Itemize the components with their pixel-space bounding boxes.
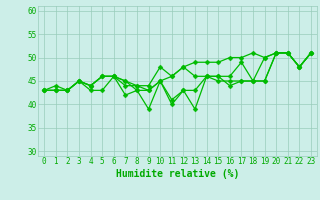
X-axis label: Humidite relative (%): Humidite relative (%) (116, 169, 239, 179)
